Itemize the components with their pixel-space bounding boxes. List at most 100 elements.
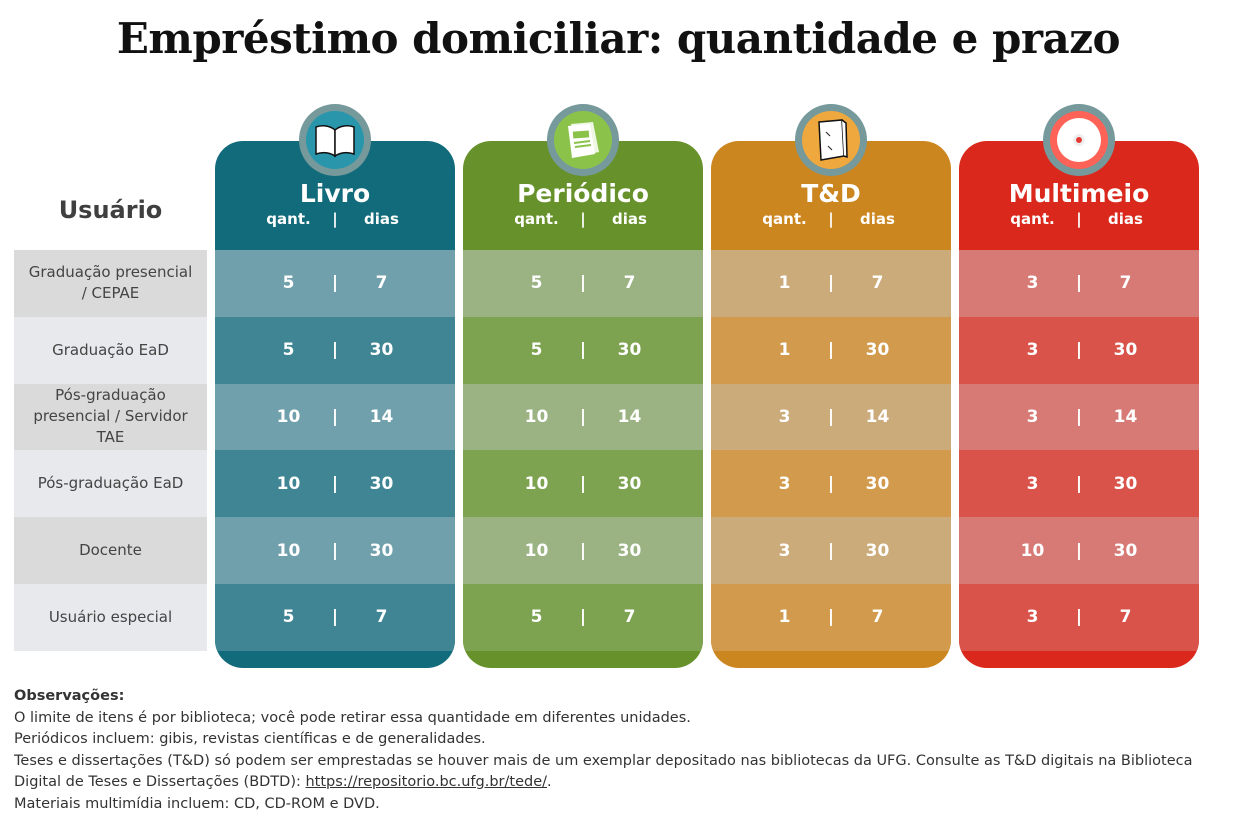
table-row: 10 | 30 — [215, 517, 455, 584]
cd-disc-icon — [1043, 104, 1115, 176]
qty-value: 3 — [1026, 273, 1039, 294]
column-header: Livro qant. | dias — [215, 141, 455, 250]
user-row-label: Pós-graduação EaD — [14, 450, 207, 518]
days-value: 30 — [369, 473, 394, 494]
qty-value: 5 — [530, 340, 543, 361]
qty-label: qant. — [266, 210, 311, 228]
qty-label: qant. — [1010, 210, 1055, 228]
separator: | — [827, 540, 835, 561]
user-column-header: Usuário — [58, 196, 163, 224]
bdtd-link[interactable]: https://repositorio.bc.ufg.br/tede/ — [305, 774, 548, 790]
days-label: dias — [860, 210, 895, 228]
separator: | — [331, 340, 339, 361]
table-row: 10 | 30 — [215, 450, 455, 518]
open-book-icon — [299, 104, 371, 176]
separator: | — [579, 540, 587, 561]
notes-heading: Observações: — [14, 688, 125, 704]
qty-label: qant. — [514, 210, 559, 228]
days-value: 7 — [871, 273, 884, 294]
qty-value: 5 — [282, 340, 295, 361]
table-row: 5 | 7 — [215, 583, 455, 651]
separator: | — [579, 406, 587, 427]
column-header: T&D qant. | dias — [711, 141, 951, 250]
table-row: 3 | 7 — [959, 250, 1199, 317]
separator: | — [331, 607, 339, 628]
column-name: T&D — [801, 179, 861, 208]
separator: | — [827, 273, 835, 294]
column-card-0: Livro qant. | dias 5 | 7 5 | 30 10 | 14 10 | 30 10 | 30 5 | 7 — [215, 141, 455, 668]
separator: | — [1075, 273, 1083, 294]
qty-value: 3 — [1026, 340, 1039, 361]
note-line: Periódicos incluem: gibis, revistas cien… — [14, 731, 486, 747]
column-name: Periódico — [517, 179, 649, 208]
table-row: 10 | 14 — [215, 383, 455, 451]
column-card-2: T&D qant. | dias 1 | 7 1 | 30 3 | 14 3 | 30 3 | 30 1 | 7 — [711, 141, 951, 668]
separator: | — [579, 340, 587, 361]
table-row: 3 | 30 — [959, 450, 1199, 518]
table-row: 5 | 7 — [463, 250, 703, 317]
qty-value: 10 — [276, 406, 301, 427]
days-value: 7 — [871, 607, 884, 628]
user-row-label: Docente — [14, 517, 207, 584]
separator: | — [1075, 340, 1083, 361]
days-value: 30 — [1113, 540, 1138, 561]
qty-value: 3 — [1026, 473, 1039, 494]
user-row-label: Graduação EaD — [14, 316, 207, 384]
table-row: 3 | 14 — [711, 383, 951, 451]
days-value: 14 — [865, 406, 890, 427]
days-value: 14 — [369, 406, 394, 427]
separator: | — [1075, 473, 1083, 494]
days-value: 30 — [865, 540, 890, 561]
qty-value: 3 — [778, 540, 791, 561]
qty-value: 3 — [778, 473, 791, 494]
separator: | — [579, 607, 587, 628]
table-row: 10 | 30 — [463, 450, 703, 518]
qty-value: 10 — [276, 540, 301, 561]
column-subheader: qant. | dias — [959, 210, 1199, 228]
days-value: 14 — [617, 406, 642, 427]
separator: | — [331, 273, 339, 294]
days-value: 30 — [369, 340, 394, 361]
separator: | — [331, 473, 339, 494]
separator: | — [579, 473, 587, 494]
days-value: 14 — [1113, 406, 1138, 427]
days-label: dias — [364, 210, 399, 228]
days-value: 7 — [1119, 607, 1132, 628]
table-row: 1 | 7 — [711, 583, 951, 651]
user-list: Graduação presencial / CEPAE Graduação Ea… — [14, 250, 207, 651]
column-header: Multimeio qant. | dias — [959, 141, 1199, 250]
qty-value: 10 — [1020, 540, 1045, 561]
column-header: Periódico qant. | dias — [463, 141, 703, 250]
table-row: 3 | 7 — [959, 583, 1199, 651]
separator: | — [331, 540, 339, 561]
qty-value: 3 — [778, 406, 791, 427]
note-text: Teses e dissertações (T&D) só podem ser … — [14, 752, 1193, 791]
separator: | — [827, 473, 835, 494]
column-subheader: qant. | dias — [711, 210, 951, 228]
table-row: 3 | 30 — [711, 517, 951, 584]
days-value: 7 — [623, 273, 636, 294]
magazine-icon — [547, 104, 619, 176]
user-row-label: Graduação presencial / CEPAE — [14, 250, 207, 317]
table-row: 3 | 30 — [959, 316, 1199, 384]
separator: | — [1075, 406, 1083, 427]
qty-value: 3 — [1026, 607, 1039, 628]
days-value: 7 — [375, 607, 388, 628]
table-row: 5 | 7 — [463, 583, 703, 651]
table-row: 3 | 14 — [959, 383, 1199, 451]
separator: | — [331, 406, 339, 427]
days-value: 30 — [1113, 340, 1138, 361]
notes: Observações: O limite de itens é por bib… — [14, 686, 1224, 815]
table-row: 5 | 7 — [215, 250, 455, 317]
qty-value: 10 — [276, 473, 301, 494]
days-value: 30 — [617, 540, 642, 561]
days-label: dias — [612, 210, 647, 228]
qty-value: 5 — [530, 607, 543, 628]
qty-value: 10 — [524, 406, 549, 427]
qty-value: 10 — [524, 540, 549, 561]
note-line: O limite de itens é por biblioteca; você… — [14, 709, 691, 726]
column-subheader: qant. | dias — [463, 210, 703, 228]
table-row: 5 | 30 — [215, 316, 455, 384]
days-value: 7 — [375, 273, 388, 294]
qty-value: 1 — [778, 273, 791, 294]
